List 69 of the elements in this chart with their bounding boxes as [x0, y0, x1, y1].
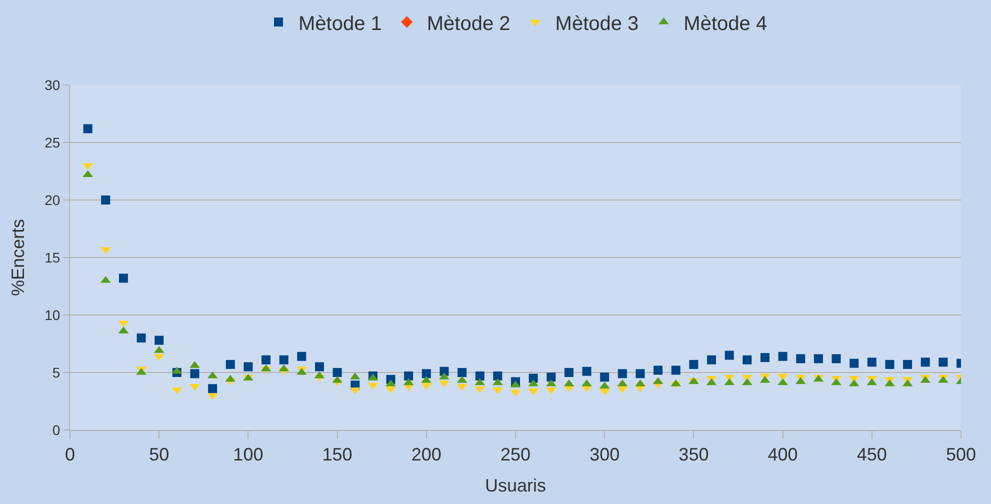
point	[190, 369, 200, 378]
x-tick-label: 50	[149, 444, 170, 465]
point	[760, 353, 770, 362]
point	[742, 355, 752, 364]
x-tick-label: 250	[500, 444, 531, 465]
point	[867, 358, 876, 367]
point	[654, 366, 663, 375]
x-tick-label: 0	[64, 444, 76, 465]
x-tick-label: 200	[411, 444, 442, 465]
y-tick-label: 10	[44, 306, 60, 323]
point	[458, 368, 467, 377]
point	[831, 378, 842, 386]
x-tick-label: 450	[856, 444, 887, 465]
point	[778, 352, 788, 361]
point	[920, 358, 930, 367]
x-tick-label: 150	[322, 444, 352, 465]
y-tick-label: 30	[44, 76, 60, 93]
point	[582, 366, 592, 376]
point	[724, 350, 734, 360]
point	[546, 372, 556, 382]
x-axis-title: Usuaris	[484, 476, 546, 496]
point	[689, 360, 698, 369]
x-tick-label: 400	[768, 444, 798, 465]
y-tick-label: 15	[44, 249, 60, 266]
point	[226, 360, 235, 369]
point	[314, 362, 324, 372]
point	[475, 371, 484, 380]
x-tick-label: 350	[678, 444, 709, 465]
legend-label: Mètode 3	[555, 12, 639, 35]
point	[208, 384, 218, 394]
point	[244, 362, 253, 372]
point	[796, 354, 806, 364]
point	[332, 368, 342, 377]
point	[101, 196, 110, 204]
point	[832, 354, 841, 364]
point	[618, 369, 627, 378]
y-tick-label: 5	[52, 364, 60, 380]
point	[422, 369, 431, 378]
y-tick-label: 20	[44, 192, 60, 208]
point	[885, 360, 894, 369]
point	[279, 355, 288, 364]
point	[262, 355, 271, 364]
point	[118, 274, 128, 283]
legend-label: Mètode 4	[684, 12, 768, 35]
point	[154, 336, 164, 345]
point	[707, 355, 716, 364]
legend-label: Mètode 2	[426, 12, 510, 35]
y-tick-label: 0	[52, 422, 60, 438]
point	[778, 378, 788, 386]
point	[136, 334, 146, 342]
point	[404, 371, 414, 380]
x-tick-label: 100	[233, 444, 264, 465]
legend-label: Mètode 1	[298, 12, 382, 35]
point	[386, 386, 396, 394]
point	[83, 124, 92, 134]
x-tick-label: 300	[590, 444, 620, 465]
point	[297, 352, 306, 361]
point	[493, 371, 502, 380]
point	[938, 358, 948, 367]
point	[636, 369, 645, 378]
y-axis-title: %Encerts	[8, 218, 28, 296]
point	[903, 360, 912, 369]
point	[671, 366, 680, 375]
x-tick-label: 500	[946, 444, 976, 465]
y-tick-label: 25	[44, 134, 60, 150]
point	[564, 368, 574, 377]
point	[850, 358, 859, 368]
point	[814, 354, 823, 364]
point	[600, 372, 610, 382]
